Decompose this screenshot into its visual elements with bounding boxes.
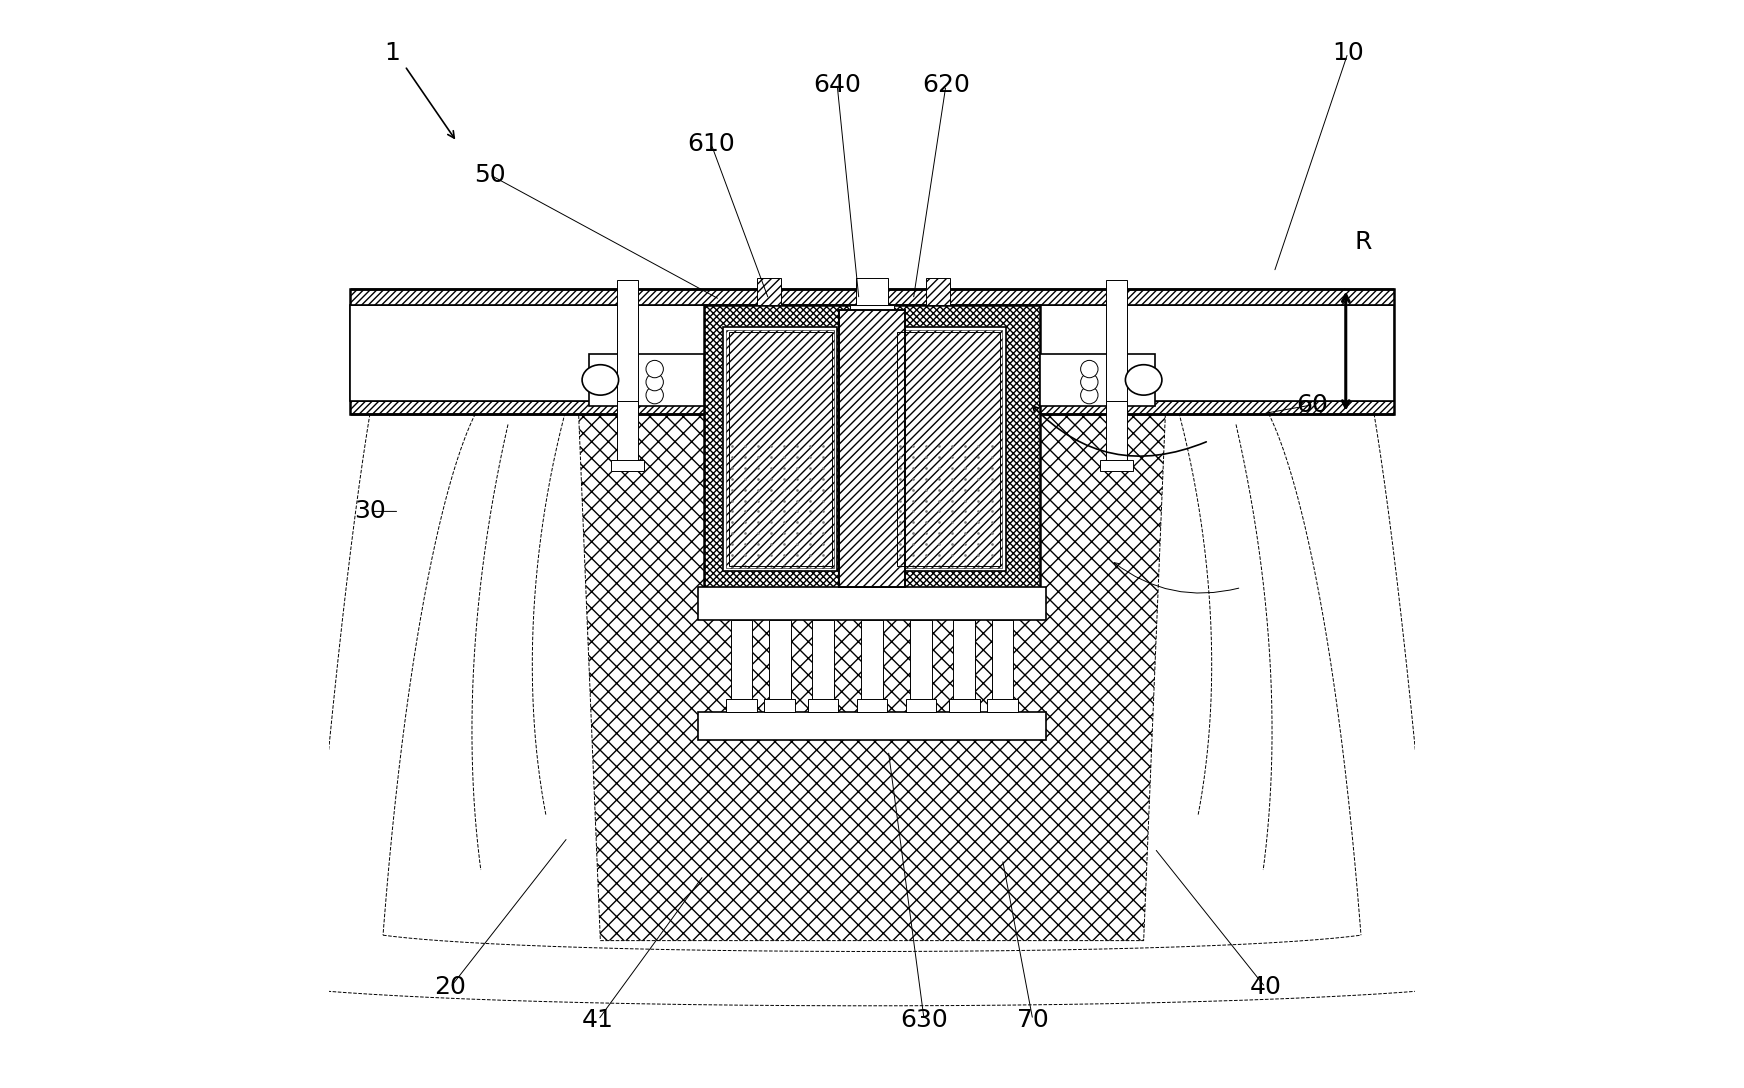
Bar (727, 330, 834, 568)
Bar (610, 460, 644, 471)
Circle shape (1081, 360, 1099, 378)
Ellipse shape (582, 364, 619, 395)
Bar (589, 354, 703, 406)
Bar (617, 280, 638, 400)
Bar (727, 700, 757, 713)
Bar (896, 332, 1001, 566)
Bar (839, 310, 905, 588)
Bar (351, 288, 1393, 413)
Circle shape (645, 373, 663, 391)
Bar (954, 620, 975, 713)
Circle shape (1081, 373, 1099, 391)
Bar (757, 277, 781, 305)
Bar (1100, 460, 1134, 471)
Bar (617, 400, 638, 466)
Text: 640: 640 (813, 74, 862, 98)
Bar (851, 305, 893, 324)
Bar (807, 700, 839, 713)
Bar (703, 305, 1041, 593)
Bar (891, 326, 1006, 571)
Text: 41: 41 (582, 1007, 614, 1031)
Bar (729, 332, 832, 566)
Text: 610: 610 (687, 132, 734, 156)
Bar (992, 620, 1013, 713)
Bar (895, 330, 1003, 568)
Bar (856, 700, 888, 713)
Bar (1106, 400, 1127, 466)
Circle shape (645, 360, 663, 378)
Text: 60: 60 (1296, 393, 1327, 417)
Circle shape (645, 386, 663, 404)
Bar (1041, 354, 1155, 406)
Bar (769, 620, 790, 713)
Bar (813, 620, 834, 713)
Bar (698, 713, 1046, 740)
Bar (839, 310, 905, 588)
Polygon shape (579, 413, 1165, 941)
Bar (910, 620, 931, 713)
Bar (949, 700, 980, 713)
Text: 70: 70 (1017, 1007, 1048, 1031)
Bar (698, 588, 1046, 620)
Text: 20: 20 (434, 975, 466, 1000)
Text: 620: 620 (923, 74, 970, 98)
Text: 1: 1 (384, 41, 399, 65)
Text: 10: 10 (1332, 41, 1364, 65)
Bar (862, 620, 882, 713)
Text: 50: 50 (474, 162, 506, 186)
Bar (351, 305, 1393, 400)
Text: R: R (1355, 230, 1373, 254)
Bar (926, 277, 950, 305)
Circle shape (1081, 386, 1099, 404)
Bar (724, 326, 837, 571)
Bar (1106, 280, 1127, 400)
Bar (764, 700, 795, 713)
Bar (731, 620, 752, 713)
Bar (856, 277, 888, 305)
Ellipse shape (1125, 364, 1162, 395)
Bar (905, 700, 937, 713)
Text: 30: 30 (354, 499, 385, 523)
Text: 40: 40 (1249, 975, 1282, 1000)
Text: 630: 630 (900, 1007, 949, 1031)
Bar (987, 700, 1017, 713)
